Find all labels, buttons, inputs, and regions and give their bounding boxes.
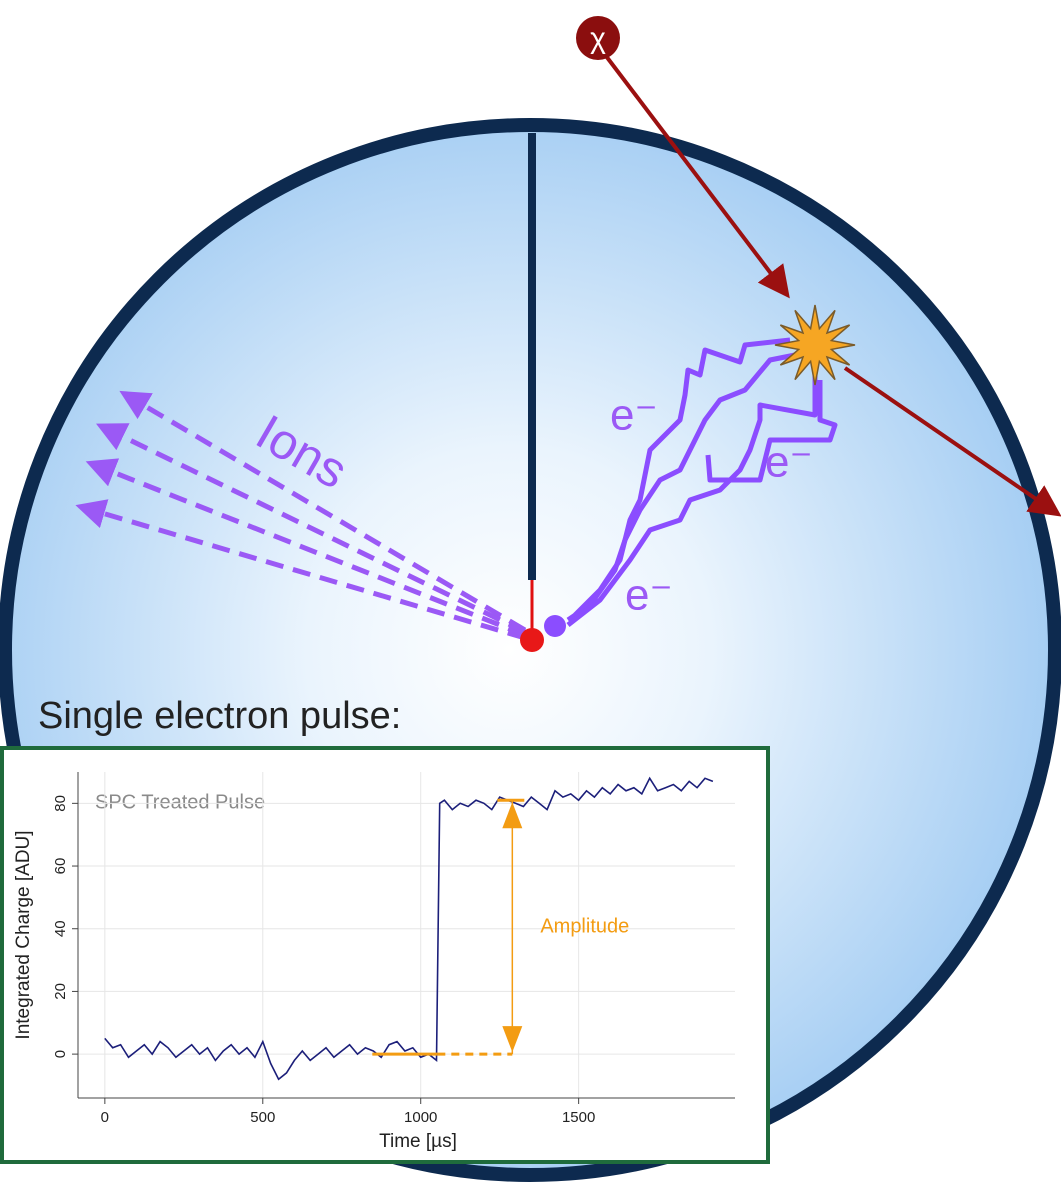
- electron-label: e⁻: [765, 438, 813, 487]
- chart-title: SPC Treated Pulse: [95, 791, 265, 813]
- y-axis-label: Integrated Charge [ADU]: [13, 830, 34, 1039]
- amplitude-label: Amplitude: [540, 915, 629, 937]
- y-tick-label: 0: [52, 1050, 69, 1058]
- electron-label: e⁻: [625, 571, 673, 620]
- page: χ Ions e⁻ e⁻ e⁻ Single electron pulse: S…: [0, 0, 1061, 1187]
- electron-cloud: [544, 615, 566, 637]
- y-tick-label: 80: [52, 795, 69, 812]
- electron-label: e⁻: [610, 391, 658, 440]
- y-tick-label: 40: [52, 920, 69, 937]
- x-tick-label: 1000: [404, 1109, 437, 1126]
- x-axis-label: Time [µs]: [379, 1131, 457, 1152]
- y-tick-label: 20: [52, 983, 69, 1000]
- x-tick-label: 0: [101, 1109, 109, 1126]
- x-tick-label: 1500: [562, 1109, 595, 1126]
- chi-label: χ: [590, 22, 606, 55]
- diagram: χ Ions e⁻ e⁻ e⁻ Single electron pulse: S…: [0, 0, 1061, 1187]
- caption: Single electron pulse:: [38, 695, 401, 737]
- y-tick-label: 60: [52, 858, 69, 875]
- x-tick-label: 500: [250, 1109, 275, 1126]
- anode: [520, 628, 544, 652]
